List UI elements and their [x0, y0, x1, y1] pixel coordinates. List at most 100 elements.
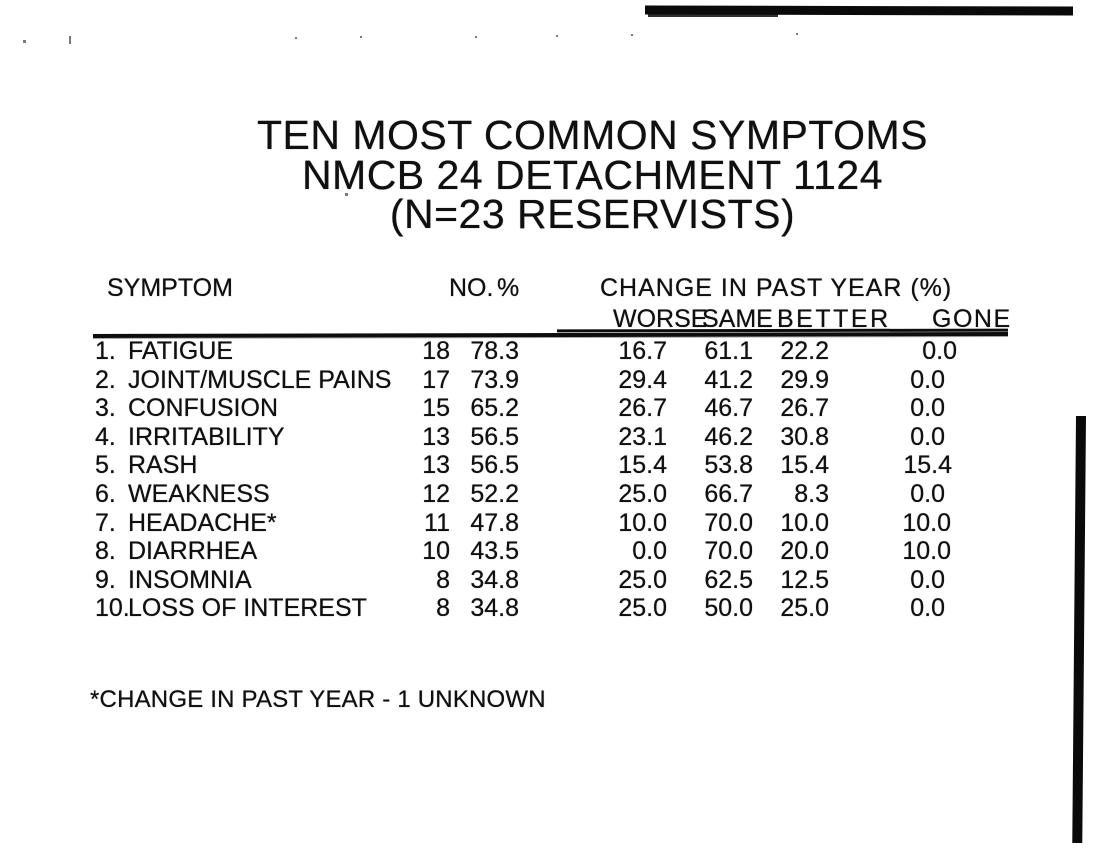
- cell-same: 66.7: [704, 479, 753, 508]
- cell-rank: 9.: [95, 565, 116, 594]
- cell-percent: 43.5: [470, 537, 519, 566]
- cell-better: 30.8: [780, 422, 829, 451]
- table-row: 8. DIARRHEA 10 43.5 0.0 70.0 20.0 10.0: [95, 537, 978, 566]
- scan-speck: [360, 36, 362, 38]
- cell-percent: 73.9: [470, 365, 519, 394]
- cell-gone: 0.0: [910, 479, 945, 508]
- cell-worse: 16.7: [618, 337, 667, 365]
- cell-percent: 52.2: [470, 479, 519, 508]
- symptom-table-rows: 1. FATIGUE 18 78.3 16.7 61.1 22.2 0.0 2.…: [95, 337, 978, 623]
- cell-no: 13: [422, 422, 450, 451]
- cell-worse: 25.0: [618, 594, 667, 623]
- cell-worse: 29.4: [618, 365, 667, 394]
- cell-rank: 6.: [95, 479, 116, 508]
- cell-gone: 0.0: [910, 394, 945, 423]
- cell-same: 70.0: [704, 508, 753, 537]
- cell-better: 12.5: [780, 565, 829, 594]
- table-row: 6. WEAKNESS 12 52.2 25.0 66.7 8.3 0.0: [95, 480, 978, 509]
- scan-speck: [475, 36, 477, 38]
- cell-better: 20.0: [780, 537, 829, 566]
- cell-gone: 15.4: [903, 451, 952, 480]
- column-header-better: BETTER: [777, 305, 891, 333]
- cell-no: 17: [422, 365, 450, 394]
- table-row: 10. LOSS OF INTEREST 8 34.8 25.0 50.0 25…: [95, 594, 978, 623]
- scan-artifact-top-bar-ragged-edge: [648, 14, 778, 17]
- cell-gone: 10.0: [902, 508, 951, 537]
- cell-rank: 5.: [95, 451, 116, 480]
- cell-worse: 25.0: [618, 479, 667, 508]
- column-header-gone: GONE: [932, 305, 1012, 333]
- column-header-worse: WORSE: [613, 305, 708, 333]
- cell-symptom: HEADACHE*: [128, 508, 277, 537]
- cell-same: 46.2: [704, 422, 753, 451]
- cell-symptom: DIARRHEA: [128, 537, 258, 566]
- cell-better: 22.2: [780, 337, 829, 365]
- cell-worse: 15.4: [618, 451, 667, 480]
- cell-same: 46.7: [704, 394, 753, 423]
- cell-rank: 8.: [95, 537, 116, 566]
- table-row: 5. RASH 13 56.5 15.4 53.8 15.4 15.4: [95, 451, 978, 480]
- table-row: 4. IRRITABILITY 13 56.5 23.1 46.2 30.8 0…: [95, 423, 978, 452]
- cell-rank: 7.: [95, 508, 116, 537]
- cell-symptom: CONFUSION: [128, 394, 278, 423]
- scan-speck: [69, 36, 71, 44]
- cell-percent: 78.3: [470, 337, 519, 365]
- cell-same: 70.0: [704, 537, 753, 566]
- cell-rank: 2.: [95, 365, 116, 394]
- cell-same: 53.8: [704, 451, 753, 480]
- table-row: 9. INSOMNIA 8 34.8 25.0 62.5 12.5 0.0: [95, 566, 978, 595]
- cell-gone: 0.0: [922, 337, 957, 365]
- scan-speck: [631, 34, 633, 36]
- column-header-percent: %: [497, 274, 520, 302]
- cell-no: 15: [422, 394, 450, 423]
- cell-no: 11: [424, 508, 450, 537]
- cell-no: 13: [422, 451, 450, 480]
- cell-percent: 34.8: [470, 594, 519, 623]
- cell-rank: 10.: [95, 594, 130, 623]
- scan-artifact-right-edge-bar: [1072, 415, 1086, 844]
- cell-same: 62.5: [704, 565, 753, 594]
- column-header-no: NO.: [449, 274, 494, 302]
- cell-no: 12: [422, 479, 450, 508]
- cell-better: 10.0: [780, 508, 829, 537]
- cell-percent: 65.2: [470, 394, 519, 423]
- cell-percent: 34.8: [470, 565, 519, 594]
- cell-symptom: LOSS OF INTEREST: [128, 594, 367, 623]
- scan-speck: [556, 35, 558, 37]
- scan-speck: [23, 40, 26, 43]
- cell-rank: 3.: [95, 394, 116, 423]
- title-line-2: NMCB 24 DETACHMENT 1124: [301, 151, 884, 198]
- table-row: 2. JOINT/MUSCLE PAINS 17 73.9 29.4 41.2 …: [95, 366, 978, 395]
- cell-better: 29.9: [780, 365, 829, 394]
- column-header-change-in-past-year: CHANGE IN PAST YEAR (%): [600, 274, 953, 302]
- cell-no: 10: [422, 537, 450, 566]
- cell-worse: 26.7: [618, 394, 667, 423]
- cell-worse: 23.1: [618, 422, 667, 451]
- cell-same: 50.0: [704, 594, 753, 623]
- cell-gone: 0.0: [910, 594, 945, 623]
- cell-rank: 1.: [95, 337, 116, 365]
- cell-worse: 10.0: [618, 508, 667, 537]
- cell-percent: 56.5: [470, 451, 519, 480]
- cell-rank: 4.: [95, 422, 116, 451]
- cell-gone: 0.0: [910, 422, 945, 451]
- cell-percent: 56.5: [470, 422, 519, 451]
- cell-gone: 0.0: [910, 365, 945, 394]
- cell-no: 8: [436, 594, 450, 623]
- cell-no: 8: [436, 565, 450, 594]
- cell-better: 26.7: [780, 394, 829, 423]
- column-header-symptom: SYMPTOM: [107, 274, 233, 302]
- cell-worse: 25.0: [618, 565, 667, 594]
- table-row: 3. CONFUSION 15 65.2 26.7 46.7 26.7 0.0: [95, 394, 978, 423]
- column-header-same: SAME: [702, 305, 773, 333]
- cell-symptom: JOINT/MUSCLE PAINS: [128, 365, 392, 394]
- title-line-1: TEN MOST COMMON SYMPTOMS: [256, 112, 929, 158]
- cell-better: 15.4: [780, 451, 829, 480]
- cell-better: 8.3: [794, 479, 829, 508]
- cell-symptom: WEAKNESS: [128, 479, 270, 508]
- cell-same: 61.1: [704, 337, 753, 365]
- table-row: 7. HEADACHE* 11 47.8 10.0 70.0 10.0 10.0: [95, 509, 978, 538]
- cell-gone: 0.0: [910, 565, 945, 594]
- scan-speck: [796, 33, 798, 35]
